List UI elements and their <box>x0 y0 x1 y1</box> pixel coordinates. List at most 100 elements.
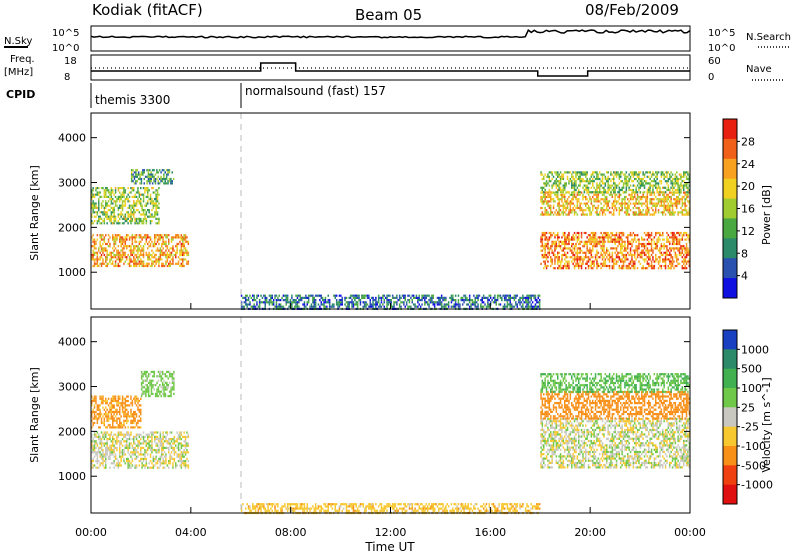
heatmap-cell <box>116 222 118 225</box>
heatmap-cell <box>621 204 623 207</box>
heatmap-cell <box>114 260 117 263</box>
heatmap-cell <box>408 301 411 304</box>
heatmap-cell <box>603 188 605 192</box>
heatmap-cell <box>110 462 113 465</box>
heatmap-cell <box>583 231 586 235</box>
heatmap-cell <box>127 200 129 203</box>
heatmap-cell <box>607 264 609 268</box>
heatmap-cell <box>557 202 559 205</box>
heatmap-cell <box>559 193 562 196</box>
heatmap-cell <box>558 264 560 268</box>
heatmap-cell <box>102 200 104 203</box>
heatmap-cell <box>180 431 183 434</box>
heatmap-cell <box>96 460 99 463</box>
heatmap-cell <box>363 294 366 297</box>
nsky-label: N.Sky <box>4 36 32 47</box>
heatmap-cell <box>620 180 622 183</box>
date-title: 08/Feb/2009 <box>585 1 679 19</box>
heatmap-cell <box>481 296 483 299</box>
heatmap-cell <box>641 245 643 248</box>
heatmap-cell <box>393 305 395 308</box>
heatmap-cell <box>659 180 661 183</box>
heatmap-cell <box>650 249 653 252</box>
heatmap-cell <box>635 206 637 210</box>
heatmap-cell <box>151 433 153 436</box>
heatmap-cell <box>96 264 99 268</box>
noise-tick-bottom: 10^0 <box>52 43 79 54</box>
heatmap-cell <box>110 258 113 261</box>
heatmap-cell <box>513 294 516 297</box>
heatmap-cell <box>106 202 108 205</box>
heatmap-cell <box>627 211 629 214</box>
heatmap-cell <box>568 209 570 212</box>
heatmap-cell <box>625 186 628 189</box>
heatmap-cell <box>613 200 615 203</box>
heatmap-cell <box>124 440 127 443</box>
heatmap-cell <box>134 240 136 243</box>
heatmap-cell <box>562 173 565 176</box>
heatmap-cell <box>113 451 115 454</box>
heatmap-cell <box>162 457 164 460</box>
heatmap-cell <box>148 462 150 465</box>
heatmap-cell <box>450 301 453 304</box>
heatmap-cell <box>161 444 163 447</box>
heatmap-cell <box>666 171 668 174</box>
heatmap-cell <box>564 240 566 243</box>
heatmap-cell <box>179 455 181 458</box>
heatmap-cell <box>625 184 628 187</box>
heatmap-cell <box>564 204 566 207</box>
heatmap-cell <box>147 171 150 174</box>
heatmap-cell <box>141 435 143 438</box>
heatmap-cell <box>96 413 99 416</box>
heatmap-cell <box>608 184 611 187</box>
heatmap-cell <box>110 215 113 218</box>
heatmap-cell <box>684 231 686 235</box>
heatmap-cell <box>158 449 160 452</box>
heatmap-cell <box>116 253 118 257</box>
heatmap-cell <box>681 247 684 250</box>
heatmap-cell <box>436 301 439 304</box>
heatmap-cell <box>558 182 560 185</box>
heatmap-cell <box>663 198 665 201</box>
heatmap-cell <box>123 200 125 203</box>
y-tick-label: 4000 <box>58 132 86 145</box>
heatmap-cell <box>154 180 157 183</box>
heatmap-cell <box>184 460 187 463</box>
heatmap-cell <box>629 193 632 196</box>
heatmap-cell <box>650 184 653 187</box>
heatmap-cell <box>142 220 145 223</box>
heatmap-cell <box>673 182 675 185</box>
heatmap-cell <box>163 240 166 243</box>
heatmap-cell <box>632 267 635 270</box>
heatmap-cell <box>135 245 138 248</box>
heatmap-cell <box>677 213 679 216</box>
heatmap-cell <box>142 249 145 252</box>
heatmap-cell <box>589 236 591 239</box>
heatmap-cell <box>573 256 576 259</box>
heatmap-cell <box>134 451 136 454</box>
heatmap-cell <box>530 294 532 297</box>
heatmap-cell <box>335 299 338 302</box>
heatmap-cell <box>464 299 467 302</box>
heatmap-cell <box>105 449 107 452</box>
heatmap-cell <box>113 217 115 220</box>
heatmap-cell <box>566 242 569 246</box>
heatmap-cell <box>590 242 593 246</box>
heatmap-cell <box>592 191 594 194</box>
heatmap-cell <box>547 245 549 248</box>
heatmap-cell <box>152 206 155 209</box>
heatmap-cell <box>662 253 664 257</box>
heatmap-cell <box>144 451 146 454</box>
heatmap-cell <box>116 234 118 237</box>
heatmap-cell <box>639 191 642 194</box>
heatmap-cell <box>327 301 329 304</box>
heatmap-cell <box>145 264 148 268</box>
heatmap-cell <box>147 187 149 190</box>
heatmap-cell <box>573 177 576 181</box>
heatmap-cell <box>565 242 567 246</box>
heatmap-cell <box>643 202 646 205</box>
heatmap-cell <box>133 264 135 268</box>
heatmap-cell <box>177 442 180 445</box>
heatmap-cell <box>639 213 642 216</box>
heatmap-cell <box>583 184 586 187</box>
